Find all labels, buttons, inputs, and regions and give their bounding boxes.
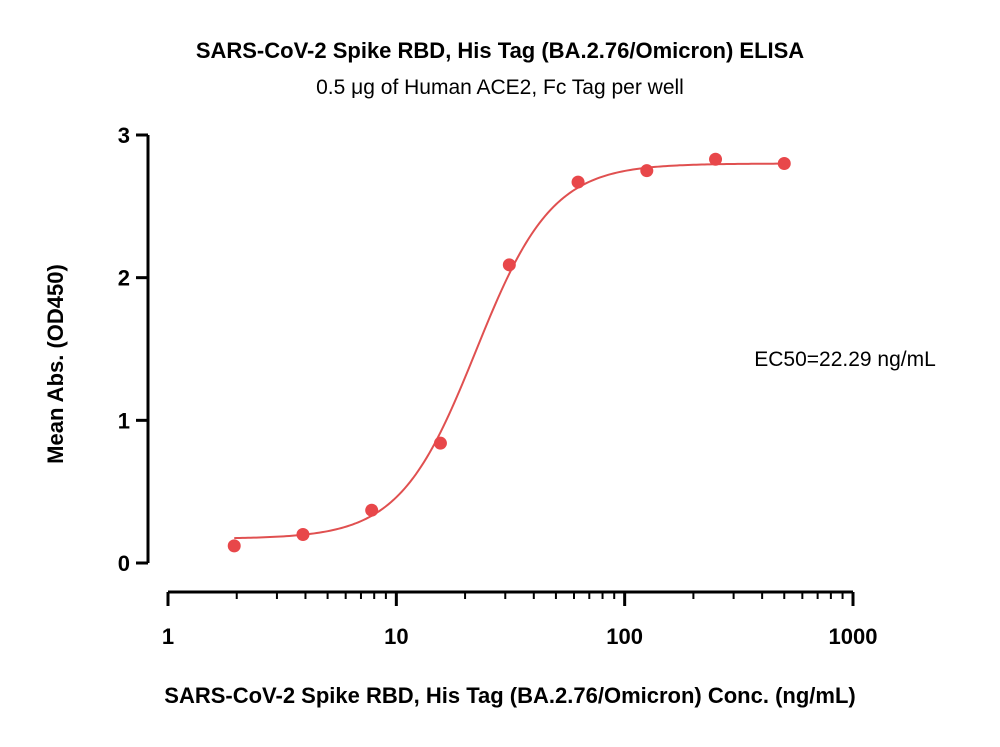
x-tick-label: 1 xyxy=(162,624,174,649)
x-tick-label: 1000 xyxy=(829,624,878,649)
data-point xyxy=(227,539,241,553)
x-axis-label: SARS-CoV-2 Spike RBD, His Tag (BA.2.76/O… xyxy=(164,683,855,708)
chart-subtitle: 0.5 μg of Human ACE2, Fc Tag per well xyxy=(316,76,684,99)
fit-curve-layer xyxy=(234,162,785,540)
axes: 0 1 2 3 1 10 100 1000 xyxy=(118,123,878,649)
data-point xyxy=(640,164,654,178)
y-tick-label: 3 xyxy=(118,123,130,148)
data-point xyxy=(709,152,723,166)
fit-curve xyxy=(234,162,785,540)
chart-title: SARS-CoV-2 Spike RBD, His Tag (BA.2.76/O… xyxy=(195,38,805,63)
ec50-annotation: EC50=22.29 ng/mL xyxy=(754,348,936,371)
data-point xyxy=(777,157,791,171)
data-points xyxy=(227,152,791,553)
y-tick-label: 1 xyxy=(118,408,130,433)
x-tick-label: 10 xyxy=(384,624,408,649)
x-tick-label: 100 xyxy=(606,624,643,649)
y-tick-label: 2 xyxy=(118,266,130,291)
y-tick-label: 0 xyxy=(118,551,130,576)
y-axis-label: Mean Abs. (OD450) xyxy=(43,264,68,464)
data-point xyxy=(433,436,447,450)
data-point xyxy=(502,258,516,272)
data-point xyxy=(571,175,585,189)
data-point xyxy=(296,527,310,541)
data-point xyxy=(365,503,379,517)
